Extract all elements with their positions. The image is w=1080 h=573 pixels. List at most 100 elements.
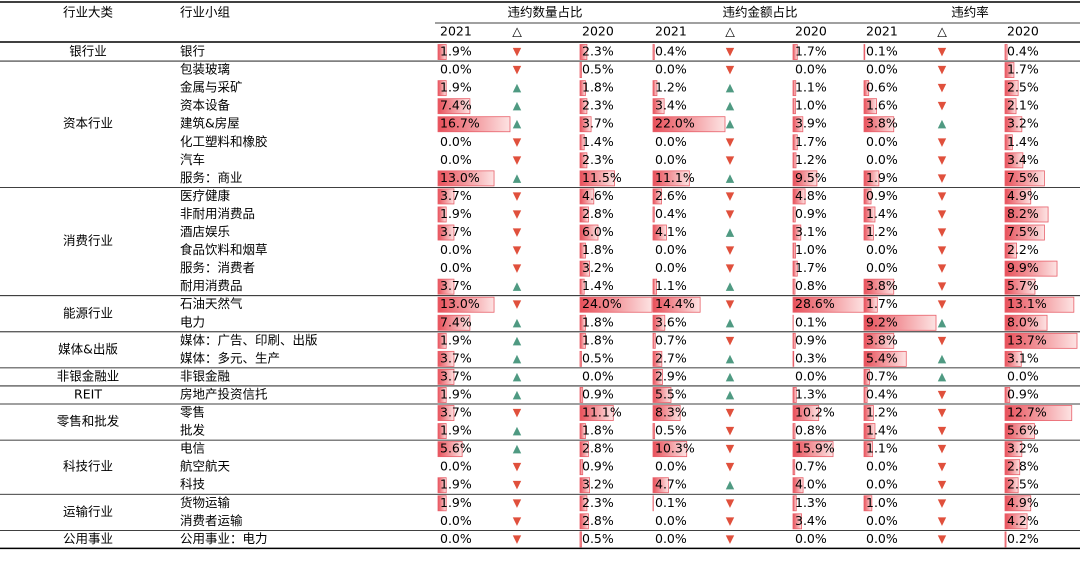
cell-value: 4.8%	[795, 188, 827, 203]
row-name: 金属与采矿	[180, 80, 243, 95]
cell-value: 0.9%	[866, 188, 898, 203]
cell-value: 0.0%	[655, 459, 687, 474]
row-name: 科技	[180, 477, 206, 492]
trend-arrow: ▲	[513, 316, 522, 329]
cell-value: 4.9%	[1007, 495, 1039, 510]
trend-arrow: ▼	[938, 226, 947, 239]
trend-arrow: ▲	[938, 316, 947, 329]
cell-value: 3.7%	[582, 116, 614, 131]
cell-value: 0.0%	[795, 531, 827, 546]
trend-arrow: ▼	[938, 496, 947, 509]
row-name: 酒店娱乐	[180, 224, 230, 239]
trend-arrow: ▼	[938, 81, 947, 94]
cell-value: 2.8%	[582, 441, 614, 456]
cell-value: 4.2%	[1007, 513, 1039, 528]
group-name: 公用事业	[63, 531, 113, 546]
trend-arrow: ▲	[513, 424, 522, 437]
trend-arrow: ▼	[726, 460, 735, 473]
cell-value: 1.8%	[582, 314, 614, 329]
trend-arrow: ▼	[726, 262, 735, 275]
trend-arrow: ▼	[938, 424, 947, 437]
header-sub: △	[725, 24, 735, 39]
cell-value: 0.0%	[866, 513, 898, 528]
row-name: 批发	[180, 423, 206, 438]
trend-arrow: ▼	[938, 262, 947, 275]
trend-arrow: ▲	[938, 352, 947, 365]
cell-value: 0.1%	[866, 44, 898, 59]
trend-arrow: ▼	[726, 496, 735, 509]
trend-arrow: ▼	[938, 189, 947, 202]
trend-arrow: ▼	[513, 496, 522, 509]
data-bar	[864, 45, 865, 60]
trend-arrow: ▼	[513, 226, 522, 239]
cell-value: 1.3%	[795, 386, 827, 401]
row-name: 资本设备	[180, 98, 231, 113]
row-name: 公用事业：电力	[180, 531, 268, 546]
cell-value: 24.0%	[582, 296, 622, 311]
cell-value: 3.8%	[866, 278, 898, 293]
row-name: 消费者运输	[180, 513, 243, 528]
cell-value: 2.3%	[582, 98, 614, 113]
cell-value: 0.0%	[866, 242, 898, 257]
cell-value: 15.9%	[795, 441, 835, 456]
trend-arrow: ▼	[938, 460, 947, 473]
cell-value: 16.7%	[440, 116, 480, 131]
trend-arrow: ▲	[938, 117, 947, 130]
cell-value: 4.7%	[655, 477, 687, 492]
cell-value: 1.9%	[440, 495, 472, 510]
cell-value: 2.3%	[582, 44, 614, 59]
cell-value: 11.1%	[655, 170, 695, 185]
trend-arrow: ▲	[726, 316, 735, 329]
cell-value: 3.1%	[795, 224, 827, 239]
cell-value: 0.0%	[655, 531, 687, 546]
trend-arrow: ▲	[726, 226, 735, 239]
cell-value: 0.0%	[866, 477, 898, 492]
cell-value: 2.8%	[582, 513, 614, 528]
cell-value: 3.7%	[440, 224, 472, 239]
cell-value: 1.0%	[795, 242, 827, 257]
header-sub: 2020	[582, 24, 614, 39]
cell-value: 0.0%	[655, 152, 687, 167]
cell-value: 2.2%	[1007, 242, 1039, 257]
cell-value: 1.7%	[866, 296, 898, 311]
cell-value: 1.4%	[582, 134, 614, 149]
cell-value: 2.6%	[655, 188, 687, 203]
cell-value: 0.0%	[440, 242, 472, 257]
cell-value: 0.5%	[655, 423, 687, 438]
cell-value: 5.6%	[440, 441, 472, 456]
cell-value: 0.0%	[655, 242, 687, 257]
cell-value: 0.3%	[795, 350, 827, 365]
cell-value: 13.0%	[440, 170, 480, 185]
cell-value: 1.2%	[866, 224, 898, 239]
group-name: 媒体&出版	[58, 341, 118, 356]
cell-value: 3.2%	[582, 477, 614, 492]
trend-arrow: ▲	[513, 99, 522, 112]
row-name: 服务：商业	[180, 170, 243, 185]
trend-arrow: ▼	[726, 153, 735, 166]
cell-value: 0.4%	[866, 386, 898, 401]
cell-value: 3.7%	[440, 350, 472, 365]
cell-value: 1.1%	[795, 80, 827, 95]
trend-arrow: ▼	[726, 442, 735, 455]
row-name: 服务：消费者	[180, 260, 255, 275]
trend-arrow: ▲	[938, 370, 947, 383]
cell-value: 1.8%	[582, 332, 614, 347]
cell-value: 3.4%	[655, 98, 687, 113]
cell-value: 3.4%	[1007, 152, 1039, 167]
cell-value: 0.0%	[440, 531, 472, 546]
row-name: 建筑&房屋	[180, 116, 240, 131]
cell-value: 3.8%	[866, 332, 898, 347]
trend-arrow: ▼	[726, 514, 735, 527]
cell-value: 4.1%	[655, 224, 687, 239]
cell-value: 0.9%	[1007, 386, 1039, 401]
trend-arrow: ▲	[513, 442, 522, 455]
trend-arrow: ▼	[726, 135, 735, 148]
cell-value: 14.4%	[655, 296, 695, 311]
cell-value: 1.7%	[795, 260, 827, 275]
cell-value: 1.9%	[440, 44, 472, 59]
trend-arrow: ▼	[938, 280, 947, 293]
cell-value: 1.1%	[655, 278, 687, 293]
row-name: 非耐用消费品	[180, 206, 255, 221]
